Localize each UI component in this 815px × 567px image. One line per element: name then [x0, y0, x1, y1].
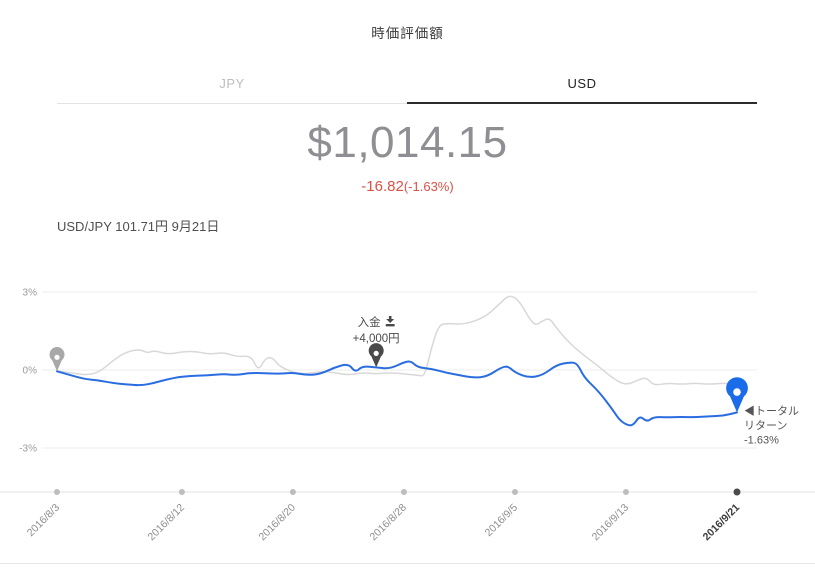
y-axis-label: 3% [23, 288, 38, 299]
series-line-total-return [56, 360, 738, 427]
valuation-amount: $1,014.15 [307, 118, 508, 167]
y-axis-label: -3% [19, 444, 37, 455]
x-axis-label: 2016/9/5 [483, 502, 520, 539]
x-axis-label: 2016/8/3 [25, 502, 62, 539]
total-return-tooltip-line: ◀トータル [744, 404, 799, 417]
end-pin[interactable] [726, 377, 748, 413]
axis-dot [178, 489, 185, 495]
fx-rate-note: USD/JPY 101.71円 9月21日 [57, 219, 220, 234]
currency-tabs: JPY USD [57, 76, 757, 104]
x-axis-label: 2016/9/13 [590, 502, 632, 544]
deposit-pin-center [373, 350, 379, 356]
deposit-pin[interactable] [368, 343, 384, 368]
start-pin-center [54, 354, 60, 360]
total-return-tooltip-line: リターン [744, 419, 787, 432]
change-percent: (-1.63%) [403, 179, 454, 194]
axis-dot [622, 489, 629, 495]
series-line-reference [56, 295, 738, 386]
tab-usd[interactable]: USD [407, 76, 757, 104]
axis-dot [54, 489, 60, 495]
axis-dot [511, 489, 518, 495]
change-value: -16.82 [361, 178, 404, 195]
x-axis-label: 2016/9/21 [701, 502, 743, 544]
valuation-change: -16.82(-1.63%) [0, 178, 815, 195]
deposit-icon [385, 316, 395, 327]
deposit-label: 入金 [358, 315, 381, 329]
x-axis-label: 2016/8/20 [257, 502, 299, 544]
end-pin-center [733, 388, 741, 396]
x-axis-label: 2016/8/12 [145, 502, 187, 544]
deposit-amount-label: +4,000円 [353, 333, 400, 345]
x-axis-label: 2016/8/28 [368, 502, 410, 544]
y-axis-label: 0% [23, 366, 38, 377]
axis-dot [400, 489, 407, 495]
bottom-divider [0, 563, 815, 564]
tab-jpy[interactable]: JPY [57, 76, 407, 104]
axis-dot [733, 488, 741, 496]
total-return-tooltip-line: -1.63% [744, 434, 779, 446]
page-title: 時価評価額 [371, 26, 444, 41]
performance-chart[interactable]: 3% 0% -3% 2016/8/3 2016/8/12 2016/8/20 2016/8/… [0, 270, 815, 560]
start-pin[interactable] [49, 347, 65, 372]
axis-dot [289, 489, 296, 495]
